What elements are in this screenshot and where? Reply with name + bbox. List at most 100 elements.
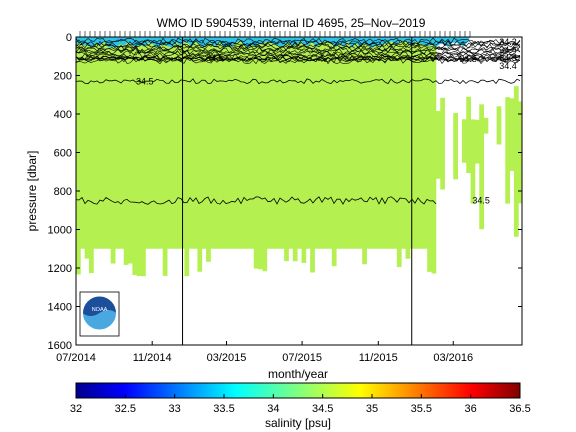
salinity-field-column bbox=[193, 37, 198, 249]
salinity-field-column bbox=[318, 37, 324, 249]
surface-contour-line bbox=[76, 51, 521, 59]
x-tick-label: 07/2015 bbox=[282, 352, 322, 364]
salinity-field-column bbox=[245, 37, 250, 249]
y-tick-label: 1400 bbox=[48, 302, 72, 314]
salinity-field-column bbox=[349, 37, 354, 249]
salinity-field-column bbox=[84, 37, 90, 259]
x-tick-label: 11/2014 bbox=[133, 352, 172, 364]
contour-label: 34.4 bbox=[499, 45, 517, 55]
surface-contour-line bbox=[76, 37, 521, 45]
y-tick-label: 0 bbox=[66, 32, 72, 44]
salinity-field-column bbox=[154, 37, 159, 249]
salinity-field-column bbox=[431, 37, 437, 274]
salinity-field-column bbox=[396, 37, 402, 268]
salinity-field-column bbox=[344, 37, 350, 249]
contour-label: 34.5 bbox=[136, 76, 154, 86]
y-tick-label: 200 bbox=[54, 71, 72, 83]
salinity-field-column bbox=[427, 37, 432, 272]
colorbar-label: salinity [psu] bbox=[265, 416, 331, 430]
salinity-field-column bbox=[253, 37, 259, 269]
salinity-field-column bbox=[80, 37, 86, 249]
surface-contour-line bbox=[76, 46, 521, 54]
salinity-field-column bbox=[89, 37, 94, 274]
salinity-field-column bbox=[418, 37, 424, 249]
colorbar-tick-label: 32 bbox=[70, 403, 82, 415]
salinity-field-column bbox=[461, 119, 467, 163]
salinity-field-column bbox=[414, 37, 419, 249]
x-tick-label: 11/2015 bbox=[359, 352, 398, 364]
svg-text:NOAA: NOAA bbox=[92, 307, 108, 313]
salinity-field-column bbox=[314, 37, 320, 249]
salinity-field-column bbox=[405, 37, 411, 259]
surface-contour-line bbox=[76, 48, 521, 55]
salinity-field-column bbox=[440, 97, 445, 190]
salinity-field-column bbox=[76, 37, 81, 275]
salinity-field-column bbox=[167, 37, 172, 249]
salinity-field-column bbox=[509, 98, 515, 171]
contour-line bbox=[76, 56, 521, 63]
salinity-field-column bbox=[219, 37, 224, 249]
colorbar-tick-label: 34 bbox=[267, 403, 279, 415]
contour-label: 34.2 bbox=[499, 37, 517, 47]
salinity-field-column bbox=[227, 37, 233, 249]
salinity-field-column bbox=[275, 37, 281, 249]
colorbar-tick-label: 36.5 bbox=[509, 403, 530, 415]
salinity-field-column bbox=[119, 37, 125, 249]
salinity-field-column bbox=[102, 37, 107, 249]
salinity-field-column bbox=[149, 37, 155, 249]
x-tick-label: 03/2016 bbox=[433, 352, 473, 364]
salinity-field-column bbox=[483, 117, 489, 134]
salinity-field-column bbox=[201, 37, 207, 249]
colorbar-tick-label: 35.5 bbox=[411, 403, 432, 415]
salinity-field-column bbox=[110, 37, 116, 264]
salinity-field-column bbox=[340, 37, 346, 249]
contour-label: 34.3 bbox=[499, 53, 517, 63]
y-tick-label: 1600 bbox=[48, 340, 72, 352]
salinity-field-column bbox=[357, 37, 363, 249]
salinity-field-column bbox=[353, 37, 359, 249]
salinity-field-column bbox=[158, 37, 164, 249]
salinity-field-column bbox=[435, 111, 441, 179]
salinity-field-column bbox=[513, 86, 519, 237]
salinity-field-column bbox=[479, 104, 484, 230]
contour-label: 34.5 bbox=[459, 54, 477, 64]
x-axis-label: month/year bbox=[268, 367, 328, 381]
contour-line bbox=[76, 196, 437, 205]
salinity-field-column bbox=[370, 37, 376, 249]
salinity-field-column bbox=[379, 37, 385, 249]
salinity-field-column bbox=[301, 37, 307, 263]
salinity-field-column bbox=[214, 37, 220, 249]
salinity-field-column bbox=[145, 37, 151, 249]
salinity-field-column bbox=[188, 37, 194, 249]
surface-contour-line bbox=[76, 49, 521, 57]
salinity-field-column bbox=[366, 37, 372, 249]
surface-contour-line bbox=[76, 42, 521, 49]
salinity-field-column bbox=[97, 37, 103, 249]
colorbar-tick-label: 32.5 bbox=[115, 403, 136, 415]
salinity-field-column bbox=[279, 37, 285, 249]
y-tick-label: 800 bbox=[54, 186, 72, 198]
salinity-field-column bbox=[171, 37, 177, 249]
contour-label: 34.4 bbox=[499, 61, 517, 71]
surface-contour-line bbox=[76, 43, 521, 51]
salinity-field-column bbox=[223, 37, 229, 249]
salinity-field-column bbox=[123, 37, 129, 265]
salinity-field-column bbox=[288, 37, 294, 249]
contour-label: 34.5 bbox=[206, 53, 224, 63]
salinity-field-column bbox=[175, 37, 181, 249]
salinity-field-column bbox=[305, 37, 311, 249]
salinity-field-column bbox=[388, 37, 393, 249]
salinity-field-column bbox=[115, 37, 120, 249]
salinity-field-column bbox=[128, 37, 133, 264]
y-tick-label: 1000 bbox=[48, 225, 72, 237]
salinity-field-column bbox=[422, 37, 428, 249]
salinity-field-column bbox=[401, 37, 406, 249]
salinity-field-column bbox=[271, 37, 276, 249]
chart-title: WMO ID 5904539, internal ID 4695, 25–Nov… bbox=[157, 16, 426, 30]
salinity-field-column bbox=[362, 37, 367, 265]
colorbar-tick-label: 35 bbox=[366, 403, 378, 415]
salinity-field-column bbox=[336, 37, 341, 249]
salinity-field-column bbox=[496, 106, 502, 145]
noaa-logo-icon: NOAA bbox=[79, 291, 120, 337]
